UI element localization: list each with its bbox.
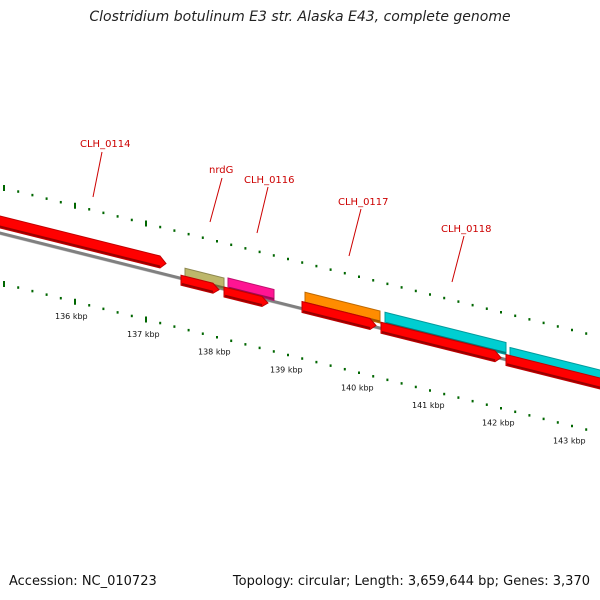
lower-tick-track [3,281,588,431]
callout-line [348,208,362,257]
scale-label: 139 kbp [270,366,303,375]
backbone [0,231,600,386]
cds-arrow [180,274,220,294]
callout-line [256,186,269,234]
scale-label: 142 kbp [482,419,515,428]
scale-label: 137 kbp [127,330,160,339]
gene-label: CLH_0117 [338,197,389,208]
scale-label: 143 kbp [553,436,586,445]
gene-label: CLH_0116 [244,175,295,186]
upper-tick-track [3,185,588,335]
accession-text: Accession: NC_010723 [9,574,157,589]
feature-CLH_0114-shade [0,225,161,268]
gene-label: CLH_0118 [441,224,492,235]
cds-arrow-shade [302,310,371,329]
cds-arrow [223,286,269,308]
cds-arrow [380,321,502,363]
callout-line [92,151,103,198]
scale-label: 140 kbp [341,383,374,392]
feature-track [0,215,600,390]
cds-arrow-shade [506,363,600,389]
topology-summary: Topology: circular; Length: 3,659,644 bp… [232,574,590,589]
feature-CLH_0118 [384,311,507,356]
cds-arrow [301,300,377,331]
scale-label: 136 kbp [55,312,88,321]
scale-labels: 136 kbp 137 kbp 138 kbp 139 kbp 140 kbp 141 k… [55,312,586,446]
feature-CLH_0114 [0,215,167,269]
callout-line [209,177,223,223]
scale-label: 138 kbp [198,348,231,357]
cds-arrow [505,353,600,390]
cds-arrow-shade [181,283,214,293]
scale-label: 141 kbp [412,401,445,410]
backbone-line [0,231,600,385]
gene-callouts: CLH_0114 nrdG CLH_0116 CLH_0117 CLH_0118 [80,139,492,283]
callout-line [451,235,465,283]
map-title: Clostridium botulinum E3 str. Alaska E43… [89,9,511,25]
gene-label: CLH_0114 [80,139,131,150]
gene-label: nrdG [209,165,233,176]
cds-arrow-shade [224,294,263,306]
cds-arrow-shade [381,331,496,362]
feature-CLH_0116 [227,277,275,302]
